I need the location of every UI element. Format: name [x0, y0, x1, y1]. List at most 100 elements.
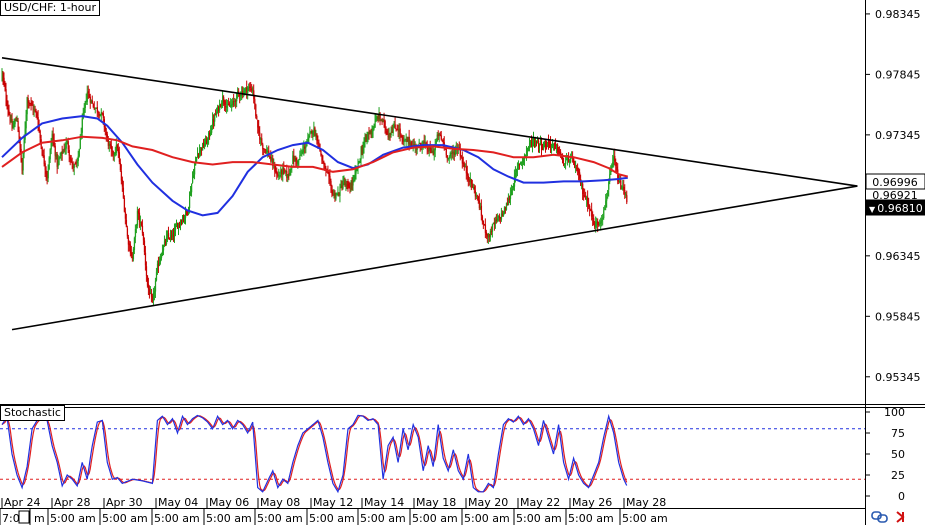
candle-body [142, 233, 145, 241]
candle-body [295, 157, 297, 161]
candle-body [428, 147, 430, 152]
candle-body [394, 124, 396, 129]
trendline-upper[interactable] [1, 57, 858, 187]
candle-body [613, 156, 615, 162]
candle-body [251, 88, 253, 92]
candle-body [94, 107, 96, 109]
candle-body [520, 161, 523, 163]
candle-body [166, 234, 169, 237]
candle-body [206, 139, 208, 145]
link-icon[interactable] [871, 511, 888, 523]
candle-body [401, 135, 403, 138]
candle-body [248, 87, 250, 89]
candle-body [348, 186, 350, 189]
candle-body [467, 175, 470, 181]
candle-body [405, 138, 407, 140]
candle-body [396, 129, 398, 131]
candle-body [487, 233, 490, 238]
price-tick-label: 0.98345 [875, 8, 921, 21]
go-to-end-arrow-icon[interactable] [896, 511, 905, 523]
candle-body [27, 98, 29, 103]
candle-body [96, 107, 98, 113]
candle-body [66, 140, 68, 144]
candle-body [484, 224, 487, 233]
date-label: May 12 [313, 496, 353, 509]
candle-body [308, 135, 310, 139]
trendline-lower[interactable] [11, 185, 858, 331]
candle-body [84, 101, 86, 109]
candle-body [589, 206, 591, 210]
candle-body [323, 162, 325, 165]
candle-body [138, 212, 141, 222]
candle-body [225, 106, 227, 108]
candle-body [299, 155, 301, 160]
candle-body [52, 134, 54, 140]
candle-body [322, 161, 324, 164]
ma-fast-line [1, 135, 629, 178]
candle-body [409, 142, 411, 145]
candle-body [419, 142, 421, 146]
candle-body [303, 146, 305, 149]
candle-body [553, 143, 555, 146]
candle-body [85, 100, 87, 102]
scroll-box[interactable] [18, 510, 30, 524]
candle-body [530, 142, 533, 146]
candle-body [119, 162, 122, 171]
candle-body [378, 114, 380, 119]
candle-body [106, 134, 108, 139]
candle-body [490, 231, 493, 233]
candle-body [184, 216, 186, 220]
candle-body [338, 192, 340, 196]
candle-body [478, 200, 481, 209]
candle-body [33, 109, 35, 111]
candle-body [337, 193, 339, 195]
candle-body [156, 263, 159, 272]
candle-body [125, 219, 128, 228]
candle-body [36, 113, 38, 118]
candle-body [615, 162, 617, 167]
candle-body [210, 131, 212, 135]
candle-body [1, 72, 3, 75]
candle-body [599, 223, 601, 225]
candle-body [238, 91, 240, 94]
candle-body [543, 147, 545, 150]
candle-body [130, 252, 133, 256]
stochastic-tick-label: 0 [898, 490, 905, 503]
candle-body [266, 150, 268, 152]
candle-body [152, 292, 155, 301]
candle-body [485, 232, 488, 235]
candle-body [302, 149, 304, 153]
time-label: 5:00 am [622, 512, 668, 525]
candle-body [198, 153, 200, 155]
candle-body [97, 112, 99, 114]
candle-body [585, 198, 587, 200]
candle-body [301, 151, 303, 154]
candle-body [611, 165, 613, 171]
candle-body [276, 173, 278, 175]
candle-body [380, 120, 382, 122]
candle-body [205, 139, 207, 145]
candle-body [216, 111, 218, 115]
candle-body [93, 107, 95, 110]
candle-body [186, 210, 188, 212]
candle-body [149, 292, 152, 294]
candle-body [385, 128, 387, 130]
candle-body [587, 197, 589, 205]
candle-body [110, 145, 113, 150]
candle-body [63, 149, 65, 151]
candle-body [340, 185, 342, 188]
candle-body [28, 101, 30, 103]
candle-body [296, 160, 298, 164]
candle-body [540, 141, 542, 144]
trendlines[interactable] [1, 57, 858, 331]
candle-body [236, 92, 238, 102]
candle-body [583, 195, 585, 197]
candle-body [11, 119, 13, 129]
candle-body [521, 161, 524, 163]
candle-body [15, 119, 17, 122]
candle-body [555, 144, 557, 146]
candle-body [568, 157, 570, 162]
candle-body [595, 221, 597, 227]
candle-body [14, 120, 16, 125]
